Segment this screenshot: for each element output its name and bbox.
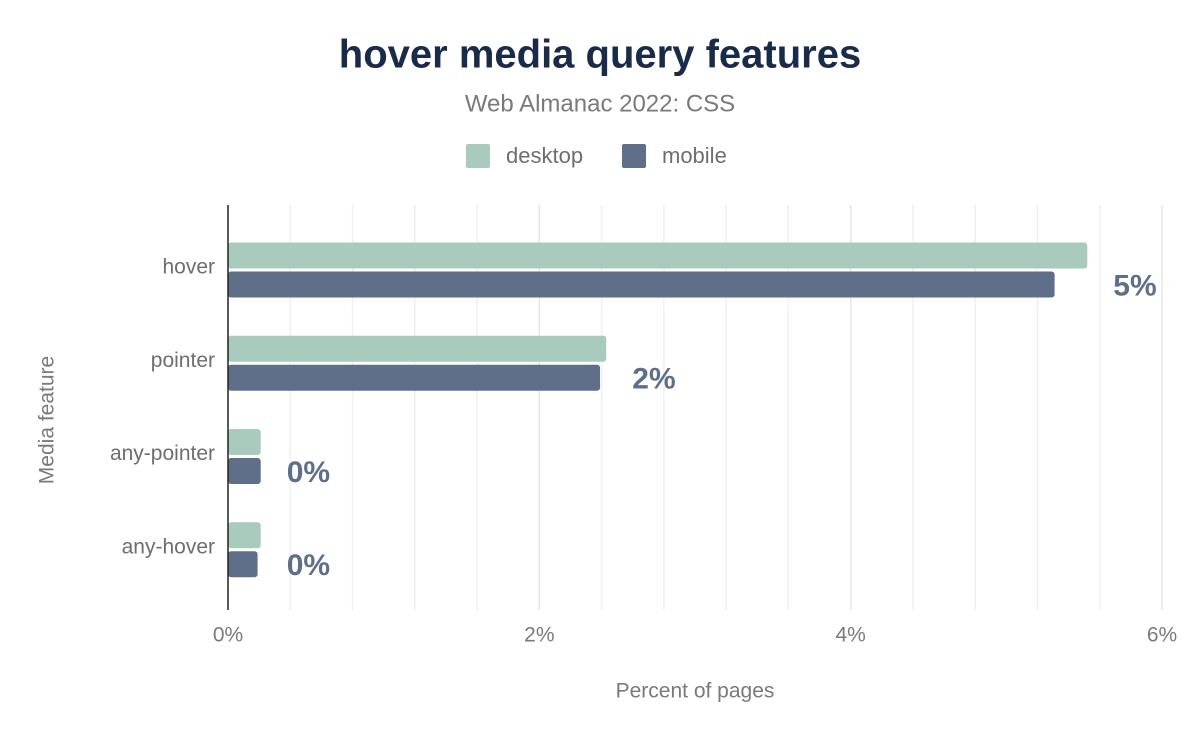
chart-subtitle: Web Almanac 2022: CSS: [465, 90, 735, 117]
data-label: 0%: [287, 549, 330, 582]
x-axis-title: Percent of pages: [616, 680, 775, 703]
legend-swatch: [622, 144, 646, 168]
y-tick-label: pointer: [151, 349, 215, 372]
y-tick-label: any-hover: [122, 535, 215, 558]
bar: [228, 335, 607, 362]
bar: [228, 364, 601, 391]
bar: [228, 458, 261, 484]
x-tick-label: 4%: [835, 624, 865, 647]
bar: [228, 429, 261, 455]
x-tick-label: 2%: [524, 624, 554, 647]
x-tick-label: 6%: [1147, 624, 1177, 647]
y-axis-title: Media feature: [36, 356, 59, 484]
data-label: 5%: [1113, 269, 1156, 302]
bar: [228, 522, 261, 549]
chart-title: hover media query features: [339, 33, 861, 77]
bar: [228, 551, 258, 578]
legend-swatch: [466, 144, 490, 168]
bar: [228, 242, 1088, 269]
legend-label: mobile: [662, 143, 727, 168]
y-tick-label: hover: [162, 256, 215, 279]
y-tick-label: any-pointer: [110, 442, 215, 465]
data-label: 0%: [287, 456, 330, 489]
data-label: 2%: [632, 363, 675, 396]
legend-label: desktop: [506, 143, 583, 168]
x-tick-label: 0%: [213, 624, 243, 647]
bar: [228, 271, 1055, 298]
